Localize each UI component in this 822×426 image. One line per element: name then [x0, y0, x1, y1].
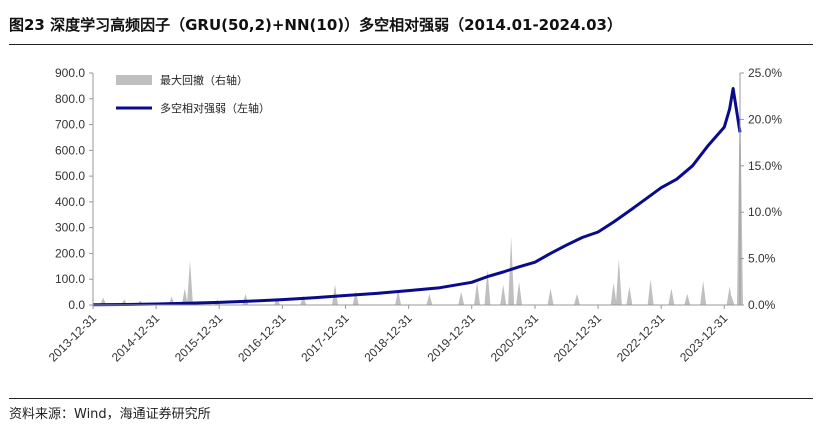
drawdown-spike: [610, 282, 617, 305]
x-tick-label: 2018-12-31: [361, 311, 415, 365]
left-tick-label: 500.0: [55, 169, 85, 183]
axes-layer: [92, 73, 741, 306]
x-tick-label: 2023-12-31: [677, 311, 731, 365]
legend-swatch-drawdown: [116, 75, 152, 85]
x-tick-label: 2022-12-31: [614, 311, 668, 365]
strength-line-layer: [92, 87, 742, 307]
x-tick-label: 2015-12-31: [172, 311, 226, 365]
drawdown-spike: [668, 288, 675, 305]
legend: 最大回撤（右轴） 多空相对强弱（左轴）: [116, 73, 270, 115]
left-tick-label: 300.0: [55, 221, 85, 235]
legend-label-drawdown: 最大回撤（右轴）: [160, 73, 248, 87]
drawdown-spike: [728, 295, 735, 305]
right-tick-label: 20.0%: [748, 112, 782, 126]
left-tick-label: 800.0: [55, 92, 85, 106]
drawdown-spike: [186, 260, 193, 305]
x-tick-label: 2020-12-31: [488, 311, 542, 365]
right-tick-label: 15.0%: [748, 159, 782, 173]
drawdown-spike: [181, 288, 188, 305]
x-tick-label: 2019-12-31: [425, 311, 479, 365]
left-tick-label: 900.0: [55, 66, 85, 80]
drawdown-spike: [573, 293, 580, 305]
left-tick-label: 200.0: [55, 246, 85, 260]
drawdown-spike: [242, 293, 249, 305]
x-tick-label: 2016-12-31: [235, 311, 289, 365]
drawdown-spike: [700, 280, 707, 305]
left-tick-label: 0.0: [68, 298, 85, 312]
footer-rule: [9, 398, 813, 399]
drawdown-spike: [684, 293, 691, 305]
drawdown-area-layer: [100, 82, 743, 305]
drawdown-spike: [426, 293, 433, 305]
left-tick-label: 600.0: [55, 143, 85, 157]
drawdown-spike: [626, 286, 633, 305]
chart-title: 图23 深度学习高频因子（GRU(50,2)+NN(10)）多空相对强弱（201…: [9, 16, 622, 34]
drawdown-spike: [647, 279, 654, 305]
left-tick-label: 100.0: [55, 272, 85, 286]
source-note: 资料来源：Wind，海通证券研究所: [9, 407, 211, 422]
left-tick-label: 400.0: [55, 195, 85, 209]
title-rule: [9, 44, 813, 45]
legend-label-strength: 多空相对强弱（左轴）: [160, 101, 270, 115]
left-tick-label: 700.0: [55, 118, 85, 132]
drawdown-spike: [516, 281, 523, 305]
drawdown-spike: [300, 295, 307, 305]
x-tick-label: 2013-12-31: [46, 311, 100, 365]
drawdown-spike: [458, 292, 465, 305]
x-tick-label: 2021-12-31: [551, 311, 605, 365]
right-tick-label: 10.0%: [748, 205, 782, 219]
right-tick-label: 25.0%: [748, 66, 782, 80]
drawdown-spike: [484, 269, 491, 305]
tick-labels-layer: 0.0 100.0 200.0 300.0 400.0 500.0 600.0 700.0 80…: [46, 66, 783, 365]
x-tick-label: 2017-12-31: [298, 311, 352, 365]
strength-line: [92, 87, 742, 307]
right-tick-label: 5.0%: [748, 252, 776, 266]
drawdown-spike: [615, 258, 622, 305]
right-tick-label: 0.0%: [748, 298, 776, 312]
drawdown-spike: [547, 288, 554, 305]
drawdown-spike: [352, 291, 359, 305]
drawdown-spike: [500, 284, 507, 305]
drawdown-spike: [474, 281, 481, 305]
drawdown-spike: [395, 290, 402, 305]
x-tick-label: 2014-12-31: [109, 311, 163, 365]
